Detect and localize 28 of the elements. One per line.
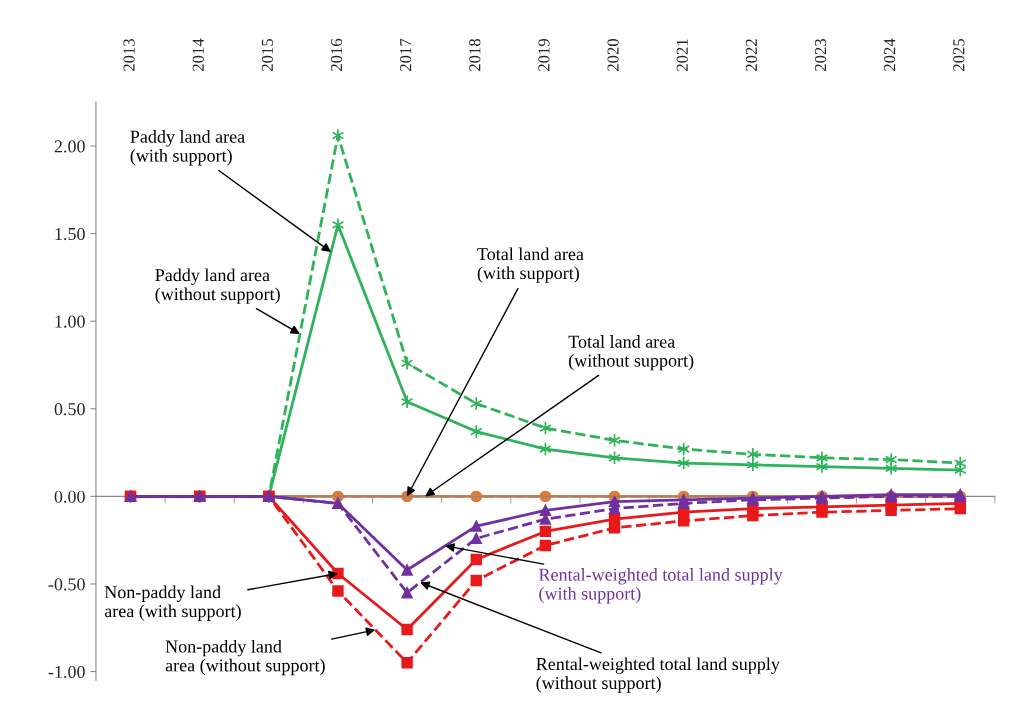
y-tick-label: 1.00 [55, 315, 85, 328]
x-tick-label: 2023 [814, 38, 827, 71]
text: Total land area (without support) [568, 335, 694, 371]
x-tick-label: 2024 [884, 38, 896, 71]
x-tick-label: 2017 [400, 38, 412, 71]
x-tick-label: 2019 [538, 39, 550, 71]
x-tick-label: 2025 [953, 38, 965, 71]
x-tick-label: 2013 [123, 38, 135, 71]
text: Rental-weighted total land supply (without support) [536, 657, 780, 693]
x-tick-label: 2022 [745, 39, 758, 71]
text: Rental-weighted total land supply (with support) [539, 568, 783, 604]
text: Non-paddy land area (without support) [165, 639, 325, 676]
y-tick-label: 1.50 [55, 227, 85, 241]
x-tick-label: 2021 [676, 39, 688, 71]
x-tick-label: 2016 [330, 38, 343, 71]
y-tick-label: -1.00 [48, 665, 85, 679]
text: Total land area (with support) [477, 247, 584, 283]
y-tick-label: 2.00 [54, 140, 85, 153]
y-tick-label: -0.50 [48, 578, 85, 591]
x-tick-label: 2020 [607, 38, 619, 71]
series-label: Paddy land area (without support) [155, 268, 280, 304]
x-tick-label: 2018 [469, 38, 481, 71]
y-tick-label: 0.50 [54, 403, 85, 416]
y-tick-label: 0.00 [54, 490, 85, 503]
text: Non-paddy land area (with support) [104, 585, 241, 621]
x-tick-label: 2015 [261, 38, 273, 71]
x-tick-label: 2014 [192, 38, 204, 71]
text: Paddy land area (with support) [130, 130, 245, 166]
